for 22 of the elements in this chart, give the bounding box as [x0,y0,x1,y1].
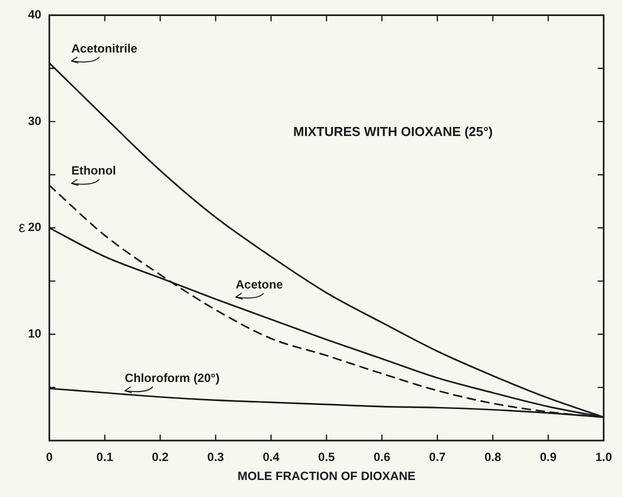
y-tick-label: 20 [28,220,42,234]
series-label: Acetone [236,277,284,292]
x-tick-label: 0 [46,450,54,464]
x-tick-label: 0.2 [152,450,169,464]
series-label: Ethonol [71,164,116,178]
x-tick-label: 1.0 [595,450,612,464]
x-tick-label: 0.8 [484,450,502,464]
y-tick-label: 40 [28,8,42,22]
x-tick-label: 0.5 [318,450,336,464]
text: MIXTURES WITH OIOXANE (25°) [293,124,493,139]
x-tick-label: 0.1 [96,450,114,464]
x-axis-title: MOLE FRACTION OF DIOXANE [238,468,416,483]
y-tick-label: 30 [28,114,42,128]
x-tick-label: 0.6 [374,450,391,464]
x-tick-label: 0.4 [262,450,280,464]
series-label: Chloroform (20°) [124,371,220,386]
x-tick-label: 0.7 [429,450,446,464]
y-tick-label: 10 [28,326,42,341]
series-label: Acetonitrile [71,41,138,56]
y-axis-title: ε [18,219,26,236]
x-tick-label: 0.3 [207,450,224,464]
x-tick-label: 0.9 [540,450,557,464]
